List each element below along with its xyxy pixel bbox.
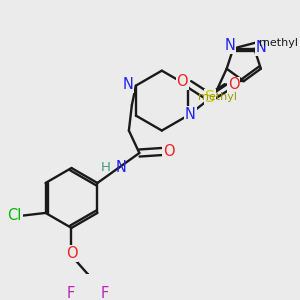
Text: N: N bbox=[123, 77, 134, 92]
Text: N: N bbox=[185, 107, 196, 122]
Text: methyl: methyl bbox=[198, 92, 237, 102]
Text: O: O bbox=[228, 77, 240, 92]
Text: N: N bbox=[224, 38, 236, 53]
Text: N: N bbox=[115, 160, 126, 175]
Text: O: O bbox=[176, 74, 188, 89]
Text: F: F bbox=[101, 286, 109, 300]
Text: O: O bbox=[66, 246, 77, 261]
Text: N: N bbox=[256, 40, 267, 55]
Text: O: O bbox=[163, 144, 175, 159]
Text: H: H bbox=[101, 161, 111, 174]
Text: methyl: methyl bbox=[259, 38, 298, 48]
Text: Cl: Cl bbox=[8, 208, 22, 224]
Text: S: S bbox=[205, 90, 215, 105]
Text: F: F bbox=[67, 286, 75, 300]
